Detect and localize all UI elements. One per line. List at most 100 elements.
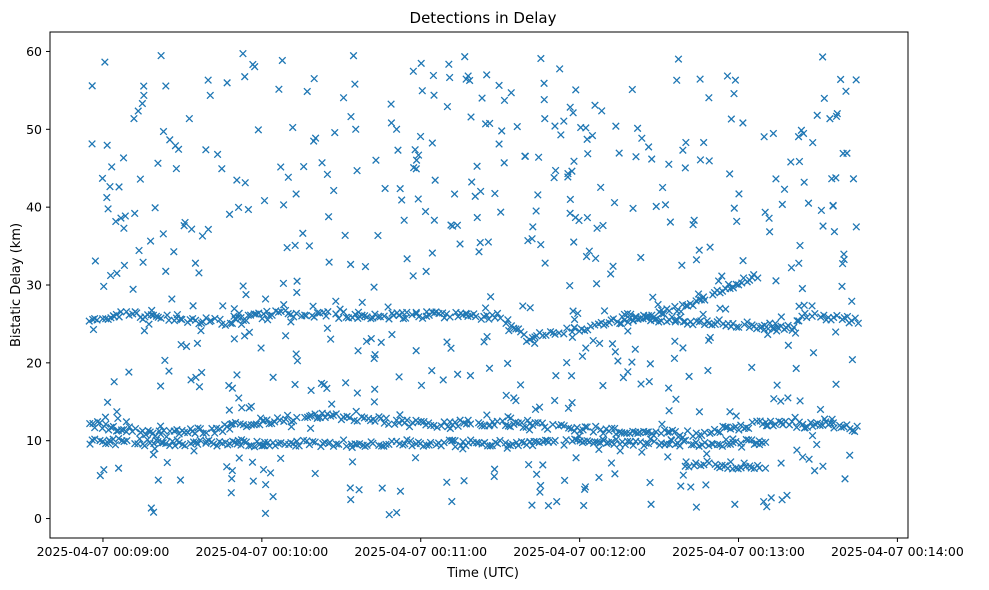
data-point bbox=[157, 314, 165, 322]
data-point bbox=[114, 464, 123, 472]
data-point bbox=[117, 426, 126, 434]
data-point bbox=[606, 270, 615, 278]
data-point bbox=[597, 107, 606, 115]
data-point bbox=[154, 476, 163, 484]
data-point bbox=[808, 138, 817, 147]
data-point bbox=[162, 432, 171, 441]
data-point bbox=[450, 190, 459, 198]
data-point bbox=[318, 158, 326, 167]
data-point bbox=[394, 146, 402, 154]
data-point bbox=[664, 453, 672, 461]
data-point bbox=[417, 417, 425, 426]
data-point bbox=[322, 312, 330, 320]
data-point bbox=[114, 414, 122, 423]
data-point bbox=[507, 89, 516, 97]
data-point bbox=[611, 348, 620, 356]
data-point bbox=[638, 134, 646, 143]
data-point bbox=[401, 440, 409, 448]
data-point bbox=[91, 257, 100, 265]
data-point bbox=[122, 428, 131, 436]
data-point bbox=[575, 432, 583, 440]
data-point bbox=[279, 279, 288, 288]
data-point bbox=[149, 429, 157, 437]
data-point bbox=[113, 269, 121, 278]
data-point bbox=[840, 255, 848, 264]
data-point bbox=[332, 440, 341, 448]
data-point bbox=[193, 339, 202, 348]
data-point bbox=[819, 222, 827, 230]
data-point bbox=[762, 421, 771, 430]
data-point bbox=[314, 413, 322, 421]
data-point bbox=[737, 443, 746, 451]
data-point bbox=[826, 114, 834, 123]
data-point bbox=[308, 437, 317, 446]
data-point bbox=[725, 170, 734, 178]
data-point bbox=[282, 415, 290, 423]
data-point bbox=[784, 341, 793, 350]
data-point bbox=[536, 481, 545, 490]
data-point bbox=[131, 424, 140, 433]
data-point bbox=[196, 424, 205, 433]
data-point bbox=[103, 398, 112, 407]
data-point bbox=[562, 358, 571, 367]
x-axis-label: Time (UTC) bbox=[446, 566, 519, 581]
data-point bbox=[812, 440, 821, 449]
data-point bbox=[181, 218, 189, 227]
data-point bbox=[742, 423, 750, 432]
data-point bbox=[135, 246, 143, 255]
data-point bbox=[464, 72, 472, 80]
data-point bbox=[241, 178, 249, 187]
data-point bbox=[93, 417, 102, 426]
data-point bbox=[744, 424, 753, 433]
data-point bbox=[278, 56, 287, 65]
data-point bbox=[187, 225, 196, 233]
data-point bbox=[374, 313, 382, 321]
data-point bbox=[284, 309, 292, 318]
x-tick-label: 2025-04-07 00:09:00 bbox=[37, 544, 170, 559]
data-point bbox=[765, 228, 774, 236]
data-point bbox=[800, 178, 808, 186]
data-point bbox=[755, 440, 764, 449]
data-point bbox=[541, 259, 549, 267]
data-point bbox=[652, 202, 661, 211]
data-point bbox=[475, 248, 483, 256]
data-point bbox=[107, 163, 116, 171]
data-point bbox=[329, 186, 338, 195]
data-point bbox=[327, 400, 336, 408]
data-point bbox=[665, 307, 674, 315]
data-point bbox=[121, 212, 130, 220]
data-point bbox=[266, 469, 275, 477]
data-point bbox=[192, 373, 200, 382]
data-point bbox=[830, 227, 839, 236]
data-point bbox=[460, 52, 469, 61]
data-point bbox=[459, 445, 467, 453]
data-point bbox=[157, 51, 165, 60]
data-point bbox=[687, 483, 695, 491]
data-point bbox=[453, 370, 462, 379]
data-point bbox=[228, 466, 237, 475]
data-point bbox=[406, 437, 415, 445]
y-tick-label: 0 bbox=[34, 511, 42, 526]
data-point bbox=[176, 476, 185, 484]
data-point bbox=[486, 442, 494, 450]
data-point bbox=[250, 420, 258, 429]
data-point bbox=[568, 398, 576, 407]
data-point bbox=[287, 438, 295, 447]
data-point bbox=[159, 230, 168, 238]
data-point bbox=[257, 344, 265, 352]
data-point bbox=[467, 113, 475, 121]
data-point bbox=[193, 440, 202, 449]
data-point bbox=[430, 91, 438, 99]
data-point bbox=[849, 175, 858, 183]
data-point bbox=[624, 327, 632, 335]
data-point bbox=[534, 191, 542, 199]
data-point bbox=[347, 112, 355, 121]
data-point bbox=[692, 459, 700, 467]
data-point bbox=[560, 117, 568, 125]
data-point bbox=[661, 201, 670, 209]
data-point bbox=[666, 218, 675, 226]
data-point bbox=[611, 470, 619, 478]
data-point bbox=[346, 413, 354, 422]
data-point bbox=[567, 371, 576, 380]
data-point bbox=[307, 386, 315, 395]
